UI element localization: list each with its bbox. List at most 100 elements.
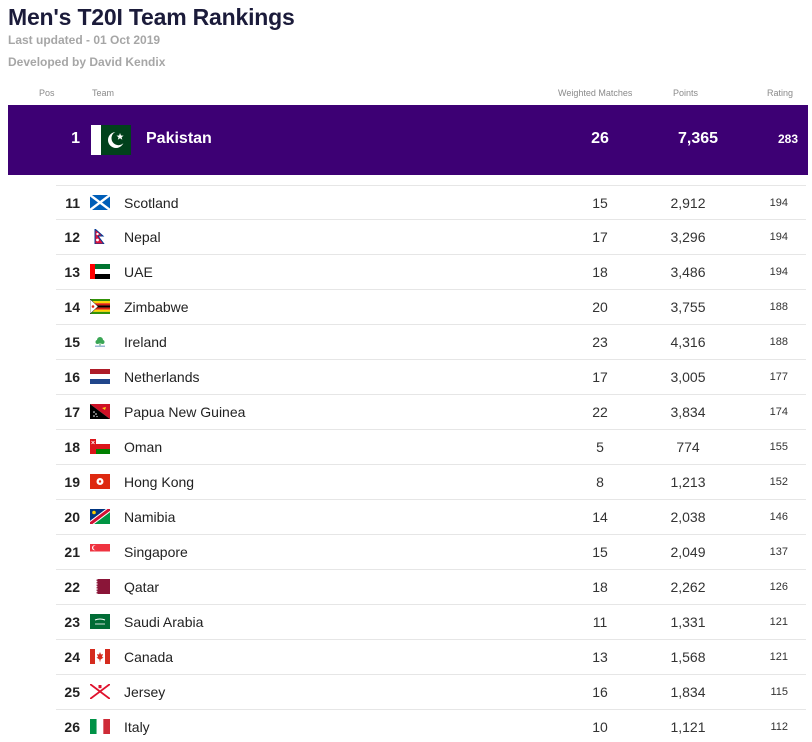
row-points: 2,912	[670, 195, 706, 211]
top-weighted-matches: 26	[591, 130, 609, 147]
table-row[interactable]: 24 Canada 13 1,568 121	[56, 640, 806, 675]
row-team: Netherlands	[124, 369, 200, 385]
row-rating: 194	[769, 231, 788, 243]
row-rating: 115	[770, 686, 788, 698]
rankings-table: 11 Scotland 15 2,912 194 12 Nepal 17 3,2…	[56, 185, 806, 742]
row-team: Scotland	[124, 195, 179, 211]
row-team: Papua New Guinea	[124, 404, 246, 420]
row-pos: 16	[64, 369, 80, 385]
table-row[interactable]: 19 Hong Kong 8 1,213 152	[56, 465, 806, 500]
row-pos: 24	[64, 649, 80, 665]
row-pos: 18	[64, 439, 80, 455]
uae-flag-icon	[90, 264, 110, 279]
row-weighted-matches: 18	[592, 264, 608, 280]
row-points: 2,262	[670, 579, 706, 595]
table-row[interactable]: 17 Papua New Guinea 22 3,834 174	[56, 395, 806, 430]
row-points: 1,121	[670, 719, 706, 735]
row-pos: 22	[64, 579, 80, 595]
header-pos: Pos	[39, 88, 55, 98]
row-team: Ireland	[124, 334, 167, 350]
pakistan-flag-icon	[91, 125, 131, 155]
table-row[interactable]: 14 Zimbabwe 20 3,755 188	[56, 290, 806, 325]
ireland-flag-icon	[90, 334, 110, 349]
row-points: 3,005	[670, 369, 706, 385]
row-pos: 17	[64, 404, 80, 420]
table-row[interactable]: 15 Ireland 23 4,316 188	[56, 325, 806, 360]
last-updated: Last updated - 01 Oct 2019	[8, 33, 161, 47]
header-team: Team	[92, 88, 115, 98]
top-points: 7,365	[677, 130, 719, 147]
row-team: Namibia	[124, 509, 176, 525]
row-rating: 194	[769, 197, 788, 209]
nepal-flag-icon	[90, 229, 110, 244]
canada-flag-icon	[90, 649, 110, 664]
top-ranked-row[interactable]: 1 Pakistan 26 7,365 283	[8, 105, 808, 175]
row-team: Qatar	[124, 579, 160, 595]
row-rating: 194	[769, 266, 788, 278]
row-rating: 152	[769, 476, 788, 488]
row-weighted-matches: 8	[596, 474, 604, 490]
png-flag-icon	[90, 404, 110, 419]
table-row[interactable]: 13 UAE 18 3,486 194	[56, 255, 806, 290]
row-team: Singapore	[124, 544, 188, 560]
row-points: 1,331	[670, 614, 706, 630]
row-points: 2,038	[670, 509, 706, 525]
table-row[interactable]: 23 Saudi Arabia 11 1,331 121	[56, 605, 806, 640]
row-team: Hong Kong	[124, 474, 195, 490]
saudi-arabia-flag-icon	[90, 614, 110, 629]
row-rating: 146	[769, 511, 788, 523]
italy-flag-icon	[90, 719, 110, 734]
row-weighted-matches: 20	[592, 299, 608, 315]
row-weighted-matches: 14	[592, 509, 608, 525]
row-team: Canada	[124, 649, 174, 665]
zimbabwe-flag-icon	[90, 299, 110, 314]
table-row[interactable]: 16 Netherlands 17 3,005 177	[56, 360, 806, 395]
table-row[interactable]: 22 Qatar 18 2,262 126	[56, 570, 806, 605]
jersey-flag-icon	[90, 684, 110, 699]
row-weighted-matches: 15	[592, 544, 608, 560]
row-points: 3,486	[670, 264, 706, 280]
table-row[interactable]: 26 Italy 10 1,121 112	[56, 710, 806, 742]
row-weighted-matches: 17	[592, 369, 608, 385]
row-pos: 23	[64, 614, 80, 630]
row-weighted-matches: 22	[592, 404, 608, 420]
row-pos: 25	[64, 684, 80, 700]
row-rating: 126	[769, 581, 788, 593]
hong-kong-flag-icon	[90, 474, 110, 489]
row-rating: 121	[769, 616, 788, 628]
row-team: Zimbabwe	[124, 299, 189, 315]
row-team: Nepal	[124, 229, 161, 245]
top-rating: 283	[777, 132, 798, 146]
singapore-flag-icon	[90, 544, 110, 559]
netherlands-flag-icon	[90, 369, 110, 384]
row-rating: 137	[769, 546, 788, 558]
row-pos: 12	[64, 229, 80, 245]
header-weighted-matches: Weighted Matches	[558, 88, 633, 98]
row-points: 774	[676, 439, 700, 455]
row-weighted-matches: 5	[596, 439, 604, 455]
row-points: 3,296	[670, 229, 706, 245]
table-row[interactable]: 12 Nepal 17 3,296 194	[56, 220, 806, 255]
row-weighted-matches: 15	[592, 195, 608, 211]
table-row[interactable]: 21 Singapore 15 2,049 137	[56, 535, 806, 570]
row-rating: 188	[769, 336, 788, 348]
scotland-flag-icon	[90, 195, 110, 210]
row-pos: 13	[64, 264, 80, 280]
row-points: 1,568	[670, 649, 706, 665]
row-points: 4,316	[670, 334, 706, 350]
table-row[interactable]: 18 Oman 5 774 155	[56, 430, 806, 465]
row-team: Italy	[124, 719, 150, 735]
row-weighted-matches: 18	[592, 579, 608, 595]
row-weighted-matches: 10	[592, 719, 608, 735]
row-pos: 20	[64, 509, 80, 525]
table-row[interactable]: 11 Scotland 15 2,912 194	[56, 185, 806, 220]
table-row[interactable]: 20 Namibia 14 2,038 146	[56, 500, 806, 535]
row-team: Saudi Arabia	[124, 614, 204, 630]
row-points: 1,834	[670, 684, 706, 700]
table-row[interactable]: 25 Jersey 16 1,834 115	[56, 675, 806, 710]
row-team: Jersey	[124, 684, 166, 700]
row-pos: 11	[65, 195, 80, 211]
developer-credit: Developed by David Kendix	[8, 55, 166, 69]
row-points: 3,834	[670, 404, 706, 420]
row-pos: 14	[64, 299, 80, 315]
